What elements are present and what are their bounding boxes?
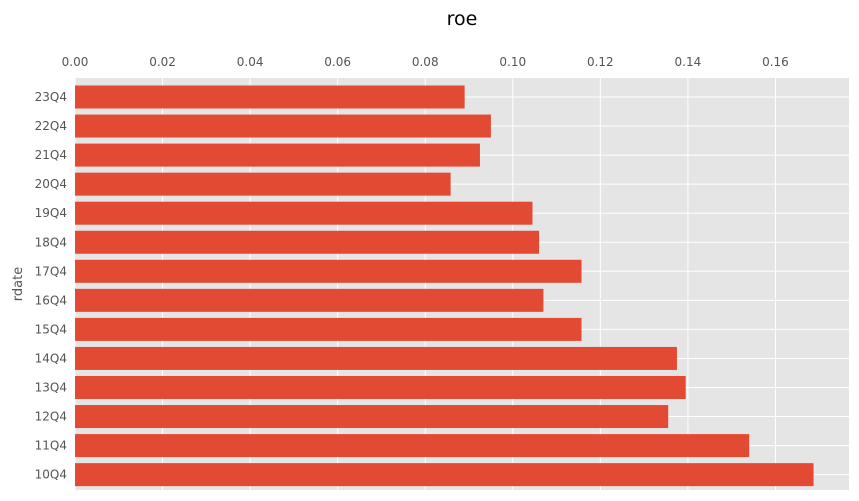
x-tick-label: 0.06 xyxy=(324,55,351,69)
y-tick-label: 20Q4 xyxy=(35,177,67,191)
bar-17Q4 xyxy=(75,259,582,283)
x-tick-label: 0.04 xyxy=(237,55,264,69)
x-tick-label: 0.16 xyxy=(762,55,789,69)
bar-14Q4 xyxy=(75,346,677,370)
bar-20Q4 xyxy=(75,172,451,196)
y-tick-label: 12Q4 xyxy=(35,410,67,424)
bar-21Q4 xyxy=(75,143,480,167)
y-axis-label: rdate xyxy=(11,267,26,301)
y-tick-label: 14Q4 xyxy=(35,351,67,365)
bar-23Q4 xyxy=(75,85,465,109)
y-tick-label: 10Q4 xyxy=(35,468,67,482)
bar-16Q4 xyxy=(75,288,544,312)
plot-area xyxy=(75,78,849,490)
bar-11Q4 xyxy=(75,434,750,458)
y-tick-label: 18Q4 xyxy=(35,235,67,249)
y-tick-label: 17Q4 xyxy=(35,264,67,278)
x-ticks-layer: 0.00 0.02 0.04 0.06 0.08 0.10 0.12 0.14 0.16 xyxy=(62,55,789,69)
y-tick-label: 15Q4 xyxy=(35,322,67,336)
bars-layer xyxy=(75,85,814,487)
bar-13Q4 xyxy=(75,376,686,399)
bar-22Q4 xyxy=(75,114,491,138)
y-ticks-layer: 23Q4 22Q4 21Q4 20Q4 19Q4 18Q4 17Q4 16Q4 15Q4 14Q4… xyxy=(35,90,67,482)
y-tick-label: 19Q4 xyxy=(35,206,67,220)
chart-title: roe xyxy=(447,8,478,30)
x-tick-label: 0.12 xyxy=(587,55,614,69)
bar-12Q4 xyxy=(75,405,669,429)
x-tick-label: 0.02 xyxy=(149,55,176,69)
y-tick-label: 22Q4 xyxy=(35,119,67,133)
bar-10Q4 xyxy=(75,463,814,487)
bar-18Q4 xyxy=(75,230,540,254)
y-tick-label: 16Q4 xyxy=(35,293,67,307)
y-tick-label: 13Q4 xyxy=(35,381,67,395)
bar-15Q4 xyxy=(75,317,582,341)
y-tick-label: 21Q4 xyxy=(35,148,67,162)
x-tick-label: 0.14 xyxy=(675,55,702,69)
x-tick-label: 0.08 xyxy=(412,55,439,69)
x-tick-label: 0.10 xyxy=(499,55,526,69)
y-tick-label: 23Q4 xyxy=(35,90,67,104)
bar-19Q4 xyxy=(75,201,533,225)
x-tick-label: 0.00 xyxy=(62,55,89,69)
y-tick-label: 11Q4 xyxy=(35,439,67,453)
